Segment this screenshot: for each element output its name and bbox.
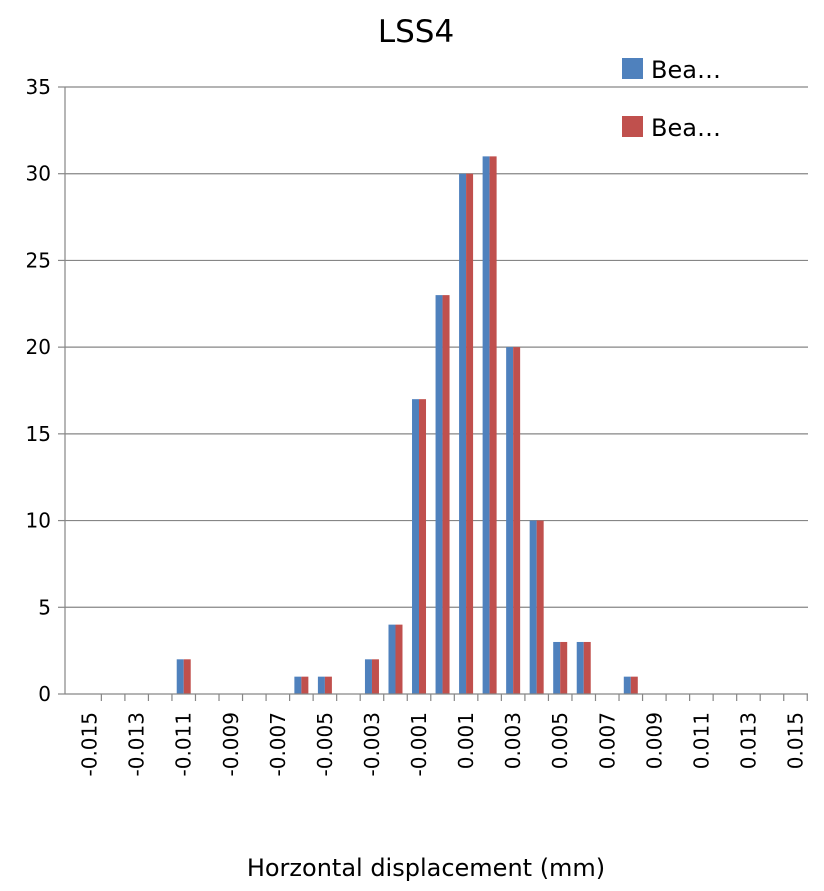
bar [623,676,631,694]
bar [513,347,521,694]
legend-swatch [622,116,643,137]
x-tick-label: -0.009 [219,712,243,776]
bar [442,295,450,694]
bar [294,676,302,694]
bar [176,659,184,694]
x-tick-label: -0.005 [313,712,337,776]
x-tick-label: 0.009 [642,712,666,769]
bar [459,173,467,694]
bar [583,641,591,694]
y-tick-label: 25 [26,248,51,272]
bar [412,399,420,694]
x-tick-label: 0.001 [454,712,478,769]
bar [560,641,568,694]
legend: Bea… Bea… [622,56,721,142]
bar [301,676,309,694]
x-axis-label: Horzontal displacement (mm) [247,854,605,882]
x-tick-label: 0.003 [501,712,525,769]
bar [553,641,561,694]
legend-swatch [622,58,643,79]
x-tick-label: 0.007 [595,712,619,769]
bar [317,676,325,694]
x-tick-label: 0.005 [548,712,572,769]
bar [395,624,403,694]
chart-title: LSS4 [378,14,454,50]
bar [489,156,497,694]
gridlines [58,86,808,695]
bar [419,399,427,694]
x-tick-label: -0.007 [266,712,290,776]
x-tick-label: -0.011 [172,712,196,776]
y-tick-label: 15 [26,422,51,446]
legend-label: Bea… [651,114,721,142]
legend-label: Bea… [651,56,721,84]
y-tick-label: 35 [26,75,51,99]
bar [576,641,584,694]
x-tick-label: 0.013 [736,712,760,769]
x-tick-label: -0.001 [407,712,431,776]
axes [64,87,808,701]
bar [388,624,396,694]
bar [371,659,379,694]
bar [435,295,443,694]
x-tick-label: -0.015 [78,712,102,776]
bar [536,520,544,694]
y-tick-label: 30 [26,162,51,186]
y-tick-label: 20 [26,335,51,359]
bar [364,659,372,694]
y-tick-labels: 0 5 10 15 20 25 30 35 [26,75,51,706]
x-tick-labels: -0.015 -0.013 -0.011 -0.009 -0.007 -0.005 -0.0… [78,712,808,776]
x-tick-label: 0.011 [689,712,713,769]
bar [506,347,514,694]
x-tick-label: -0.013 [125,712,149,776]
bar [529,520,537,694]
bar [630,676,638,694]
bar [466,173,474,694]
bar [482,156,490,694]
bars [176,156,638,694]
bar [183,659,191,694]
x-tick-label: -0.003 [360,712,384,776]
y-tick-label: 0 [38,682,51,706]
bar [324,676,332,694]
y-tick-label: 10 [26,509,51,533]
y-tick-label: 5 [38,595,51,619]
x-tick-label: 0.015 [784,712,808,769]
